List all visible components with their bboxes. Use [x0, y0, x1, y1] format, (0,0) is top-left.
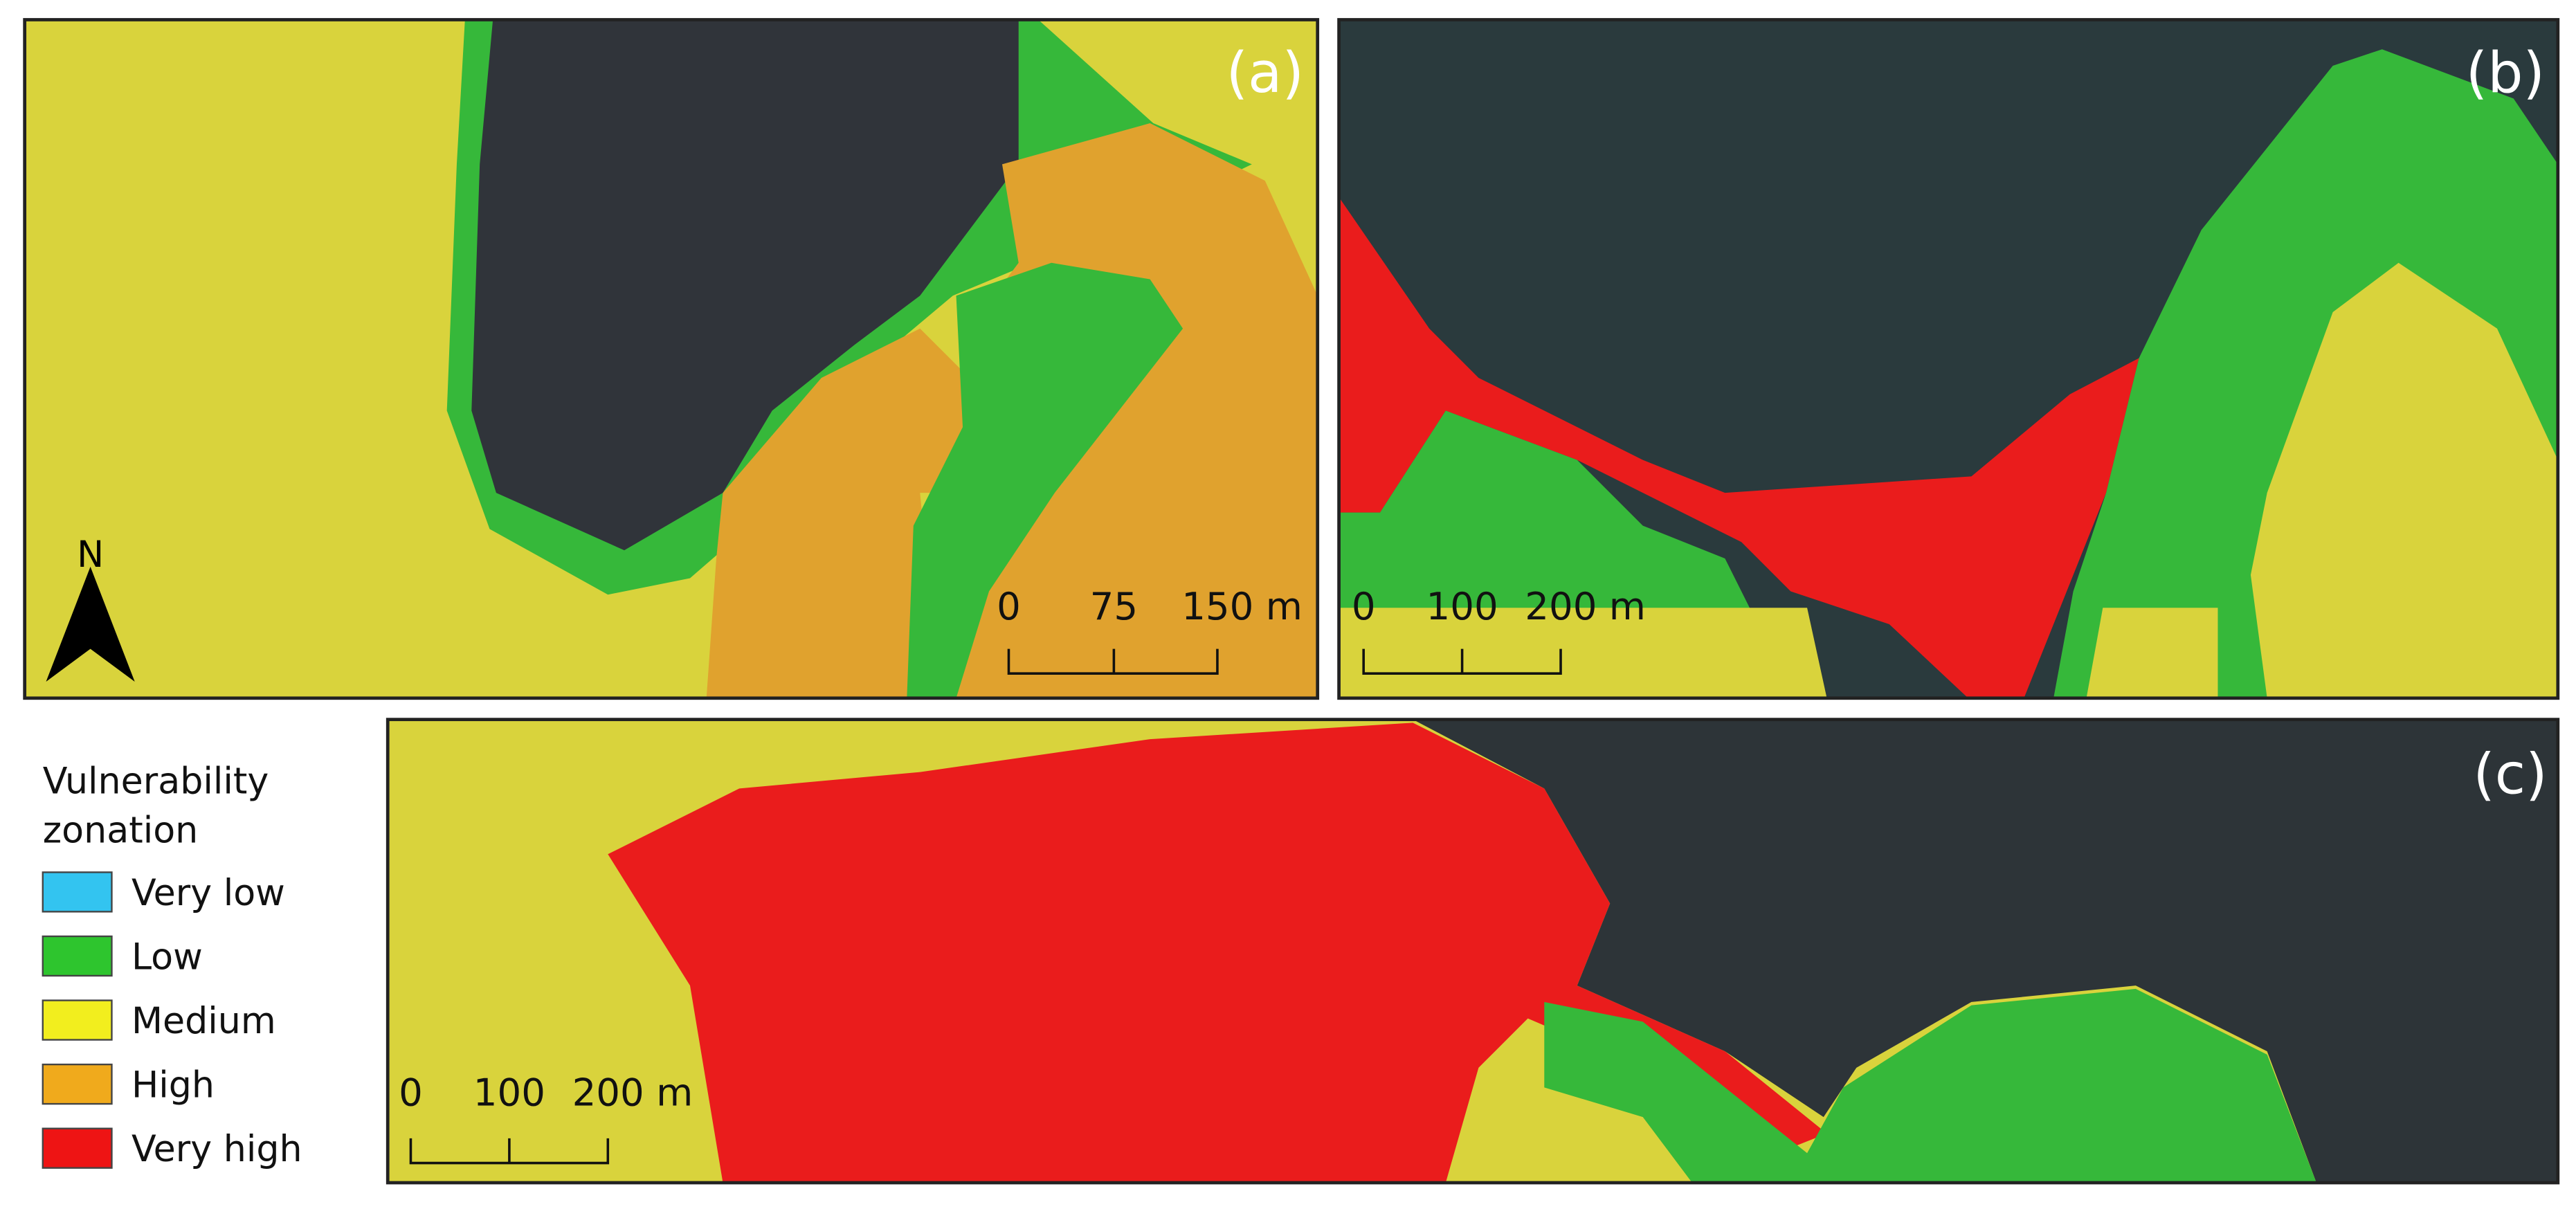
map-panel-c: [388, 719, 2558, 1183]
scale-label: 150 m: [1181, 584, 1303, 628]
panel-frame: [1337, 18, 2560, 700]
panel-label: (a): [1226, 41, 1304, 106]
legend-swatch: [42, 1127, 113, 1169]
panel-frame: [23, 18, 1320, 700]
legend: Vulnerability zonation Very low Low Medium…: [42, 761, 302, 1170]
legend-label: Medium: [131, 1001, 276, 1042]
scale-label: 0: [1352, 584, 1376, 628]
scale-label: 0: [997, 584, 1021, 628]
scale-label: 200 m: [1525, 584, 1646, 628]
legend-label: Very low: [131, 873, 285, 914]
scale-bar: 0 100 200 m: [399, 1070, 693, 1165]
north-arrow: N: [46, 534, 135, 682]
legend-swatch: [42, 935, 113, 977]
map-panel-a: [24, 19, 1318, 698]
legend-swatch: [42, 1063, 113, 1105]
scale-label: 75: [1090, 584, 1138, 628]
legend-title: Vulnerability: [43, 761, 269, 802]
legend-swatch: [42, 999, 113, 1041]
legend-label: High: [131, 1065, 215, 1107]
legend-label: Very high: [131, 1129, 302, 1170]
scale-bar: 0 75 150 m: [997, 584, 1303, 675]
legend-title: zonation: [43, 810, 198, 852]
scale-label: 200 m: [572, 1070, 693, 1114]
scale-bar: 0 100 200 m: [1352, 584, 1646, 675]
legend-swatch: [42, 871, 113, 913]
map-panel-b: [1339, 19, 2558, 698]
scale-label: 100: [1426, 584, 1498, 628]
north-label: N: [77, 534, 104, 576]
panel-frame: [386, 718, 2560, 1185]
legend-label: Low: [131, 936, 203, 978]
panel-label: (c): [2473, 742, 2547, 807]
panel-label: (b): [2466, 41, 2545, 106]
scale-label: 100: [473, 1070, 545, 1114]
scale-label: 0: [399, 1070, 423, 1114]
